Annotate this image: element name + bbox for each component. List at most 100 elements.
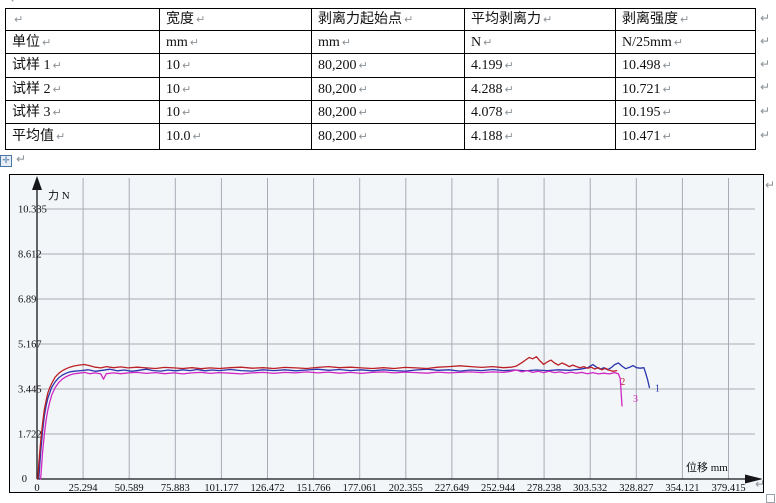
cell-text: 80,200 xyxy=(318,129,357,144)
table-cell[interactable]: 4.078 ↵ xyxy=(464,100,616,124)
table-cell[interactable]: 4.199 ↵ xyxy=(464,53,616,78)
paragraph-mark: ↵ xyxy=(483,35,493,49)
svg-text:力 N: 力 N xyxy=(48,189,70,202)
table-cell[interactable]: mm ↵ xyxy=(159,30,312,54)
paragraph-mark: ↵ xyxy=(504,130,514,143)
paragraph-mark: ↵ xyxy=(404,13,414,26)
table-cell[interactable]: 单位 ↵ xyxy=(5,30,160,54)
table-cell[interactable]: 平均值 ↵ xyxy=(5,123,160,150)
cell-text: 试样 3 xyxy=(12,104,51,120)
table-row: 单位 ↵ mm ↵ mm ↵ N ↵ N/25mm ↵ xyxy=(5,30,756,54)
cell-text: N/25mm xyxy=(622,34,672,50)
cell-text: 10.721 xyxy=(622,81,661,97)
table-cell[interactable]: 4.288 ↵ xyxy=(464,77,616,101)
svg-text:354.121: 354.121 xyxy=(665,483,699,491)
cell-text: 10.0 xyxy=(166,129,191,144)
paragraph-mark: ↵ xyxy=(543,13,553,26)
resize-handle[interactable] xyxy=(766,494,775,503)
table-cell[interactable]: N ↵ xyxy=(464,30,616,54)
paragraph-mark: ↵ xyxy=(182,59,192,72)
table-row: 试样 2 ↵ 10 ↵ 80,200 ↵ 4.288 ↵ 10.721 ↵ xyxy=(5,77,756,101)
cell-text: 4.288 xyxy=(471,81,503,97)
paragraph-mark: ↵ xyxy=(755,477,766,491)
table-cell[interactable]: 10 ↵ xyxy=(159,53,312,78)
peel-force-chart[interactable]: 0 25.294 50.589 75.883 101.177 126.472 151.766… xyxy=(9,174,764,493)
object-anchor-icon[interactable]: ✛ xyxy=(0,155,12,167)
svg-text:252.944: 252.944 xyxy=(481,483,516,491)
table-header-cell[interactable]: 剥离强度 ↵ xyxy=(615,8,756,31)
svg-text:328.827: 328.827 xyxy=(619,483,653,491)
paragraph-mark: ↵ xyxy=(358,59,368,72)
table-cell[interactable]: 10 ↵ xyxy=(159,77,312,101)
paragraph-mark: ↵ xyxy=(182,82,192,96)
paragraph-mark: ↵ xyxy=(182,105,192,119)
svg-text:5.167: 5.167 xyxy=(18,340,42,351)
table-cell[interactable]: 10.0 ↵ xyxy=(159,123,312,150)
svg-text:101.177: 101.177 xyxy=(204,483,238,491)
table-header-cell[interactable]: 宽度 ↵ xyxy=(159,8,312,31)
table-cell[interactable]: 试样 3 ↵ xyxy=(5,100,160,124)
paragraph-mark: ↵ xyxy=(662,130,672,143)
svg-text:1.722: 1.722 xyxy=(18,430,42,441)
cell-text: 10.498 xyxy=(622,58,661,73)
paragraph-mark: ↵ xyxy=(52,82,62,96)
table-cell[interactable]: N/25mm ↵ xyxy=(615,30,756,54)
cell-text: 4.188 xyxy=(471,129,503,144)
table-cell[interactable]: 10.471 ↵ xyxy=(615,123,756,150)
cell-text: 10 xyxy=(166,104,180,120)
table-cell[interactable]: 试样 2 ↵ xyxy=(5,77,160,101)
table-header-cell[interactable]: ↵ xyxy=(5,8,160,31)
svg-text:8.612: 8.612 xyxy=(18,250,42,261)
table-cell[interactable]: 80,200 ↵ xyxy=(311,100,465,124)
table-row: 平均值 ↵ 10.0 ↵ 80,200 ↵ 4.188 ↵ 10.471 ↵ xyxy=(5,123,756,150)
paragraph-mark: ↵ xyxy=(52,59,62,72)
table-header-cell[interactable]: 剥离力起始点 ↵ xyxy=(311,8,465,31)
table-cell[interactable]: 10 ↵ xyxy=(159,100,312,124)
table-header-cell[interactable]: 平均剥离力 ↵ xyxy=(464,8,616,31)
paragraph-mark: ↵ xyxy=(358,82,368,96)
svg-text:50.589: 50.589 xyxy=(115,483,144,491)
table-cell[interactable]: 10.498 ↵ xyxy=(615,53,756,78)
table-cell[interactable]: 80,200 ↵ xyxy=(311,123,465,150)
cell-text: 试样 1 xyxy=(12,58,51,73)
svg-text:10.335: 10.335 xyxy=(18,205,47,216)
table-cell[interactable]: 10.195 ↵ xyxy=(615,100,756,124)
table-cell[interactable]: 4.188 ↵ xyxy=(464,123,616,150)
paragraph-mark: ↵ xyxy=(760,104,771,118)
table-row: 试样 3 ↵ 10 ↵ 80,200 ↵ 4.078 ↵ 10.195 ↵ xyxy=(5,100,756,124)
svg-text:202.355: 202.355 xyxy=(389,483,423,491)
cell-text: 平均剥离力 xyxy=(471,12,541,27)
table-row: 试样 1 ↵ 10 ↵ 80,200 ↵ 4.199 ↵ 10.498 ↵ xyxy=(5,53,756,78)
cell-text: 10 xyxy=(166,81,180,97)
table-cell[interactable]: mm ↵ xyxy=(311,30,465,54)
chart-canvas: 0 25.294 50.589 75.883 101.177 126.472 151.766… xyxy=(10,175,762,491)
cell-text: 4.078 xyxy=(471,104,503,120)
paragraph-mark: ↵ xyxy=(760,11,771,25)
paragraph-mark: ↵ xyxy=(662,105,672,119)
svg-text:303.532: 303.532 xyxy=(573,483,607,491)
paragraph-mark: ↵ xyxy=(14,13,24,26)
cell-text: 80,200 xyxy=(318,58,357,73)
table-cell[interactable]: 80,200 ↵ xyxy=(311,77,465,101)
paragraph-mark: ↵ xyxy=(504,105,514,119)
cell-text: 80,200 xyxy=(318,81,357,97)
paragraph-mark: ↵ xyxy=(52,105,62,119)
table-cell[interactable]: 10.721 ↵ xyxy=(615,77,756,101)
table-cell[interactable]: 试样 1 ↵ xyxy=(5,53,160,78)
paragraph-mark: ↵ xyxy=(760,128,771,142)
paragraph-mark: ↵ xyxy=(16,152,27,166)
paragraph-mark: ↵ xyxy=(42,35,52,49)
cell-text: mm xyxy=(318,34,340,50)
cell-text: 单位 xyxy=(12,34,40,50)
cell-text: 80,200 xyxy=(318,104,357,120)
table-cell[interactable]: 80,200 ↵ xyxy=(311,53,465,78)
svg-text:2: 2 xyxy=(620,377,625,388)
paragraph-mark: ↵ xyxy=(504,82,514,96)
svg-text:177.061: 177.061 xyxy=(343,483,377,491)
results-table: ↵ 宽度 ↵ 剥离力起始点 ↵ 平均剥离力 ↵ 剥离强度 ↵ 单位 ↵ mm ↵ mm ↵ N ↵ N/25mm ↵… xyxy=(5,8,756,150)
svg-text:0: 0 xyxy=(34,483,39,491)
paragraph-mark: ↵ xyxy=(760,57,771,71)
svg-text:126.472: 126.472 xyxy=(250,483,284,491)
svg-text:6.89: 6.89 xyxy=(18,295,36,306)
